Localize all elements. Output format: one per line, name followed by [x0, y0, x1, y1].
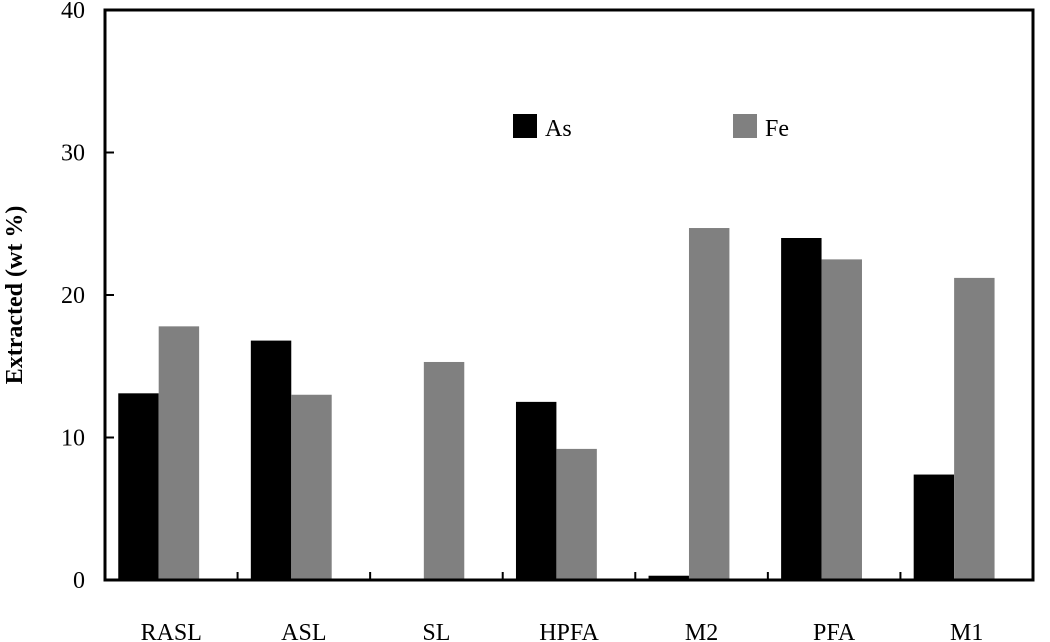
x-tick-label: M2	[685, 620, 718, 642]
bar-as-m1	[913, 474, 955, 580]
y-axis-title: Extracted (wt %)	[2, 206, 28, 385]
bars-group	[118, 228, 995, 580]
y-axis: 0 10 20 30 40	[61, 0, 114, 594]
bar-fe-pfa	[821, 259, 862, 580]
legend-swatch-as	[513, 114, 537, 138]
bar-as-asl	[250, 340, 292, 580]
legend-label-as: As	[545, 116, 572, 142]
x-tick-label: HPFA	[539, 620, 599, 642]
bar-as-hpfa	[515, 401, 557, 580]
y-tick-label: 30	[61, 141, 85, 167]
bar-fe-asl	[291, 394, 332, 580]
plot-frame	[103, 8, 1035, 582]
bar-fe-m2	[688, 228, 730, 580]
bar-fe-m1	[954, 277, 995, 580]
legend-swatch-fe	[733, 114, 757, 138]
x-tick-label: M1	[950, 620, 983, 642]
x-tick-label: RASL	[141, 620, 202, 642]
y-tick-label: 20	[61, 283, 85, 309]
y-tick-label: 0	[73, 568, 85, 594]
x-tick-label: SL	[422, 620, 450, 642]
y-tick-label: 10	[61, 426, 85, 452]
legend: As Fe	[513, 114, 789, 142]
x-tick-label: ASL	[281, 620, 326, 642]
bar-as-rasl	[118, 393, 159, 580]
x-tick-label: PFA	[813, 620, 856, 642]
legend-label-fe: Fe	[765, 116, 789, 142]
bar-as-m2	[648, 575, 689, 580]
bar-fe-sl	[423, 361, 465, 580]
y-tick-label: 40	[61, 0, 85, 24]
bar-fe-hpfa	[556, 448, 597, 580]
bar-as-pfa	[781, 238, 822, 580]
x-axis: RASL ASL SL HPFA M2 PFA M1	[141, 572, 983, 642]
bar-fe-rasl	[158, 326, 200, 580]
